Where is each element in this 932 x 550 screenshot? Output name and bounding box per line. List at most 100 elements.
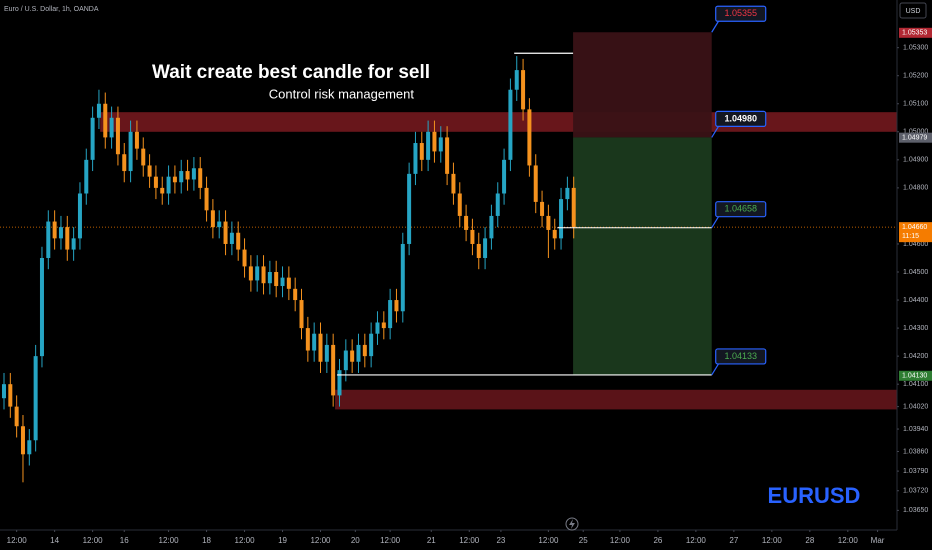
candle-body [324,344,329,362]
x-tick-label: 12:00 [762,536,783,545]
zone [100,112,898,132]
candle-body [58,227,63,239]
y-tick-label: 1.04300 [903,325,928,332]
candle-body [508,89,513,160]
x-tick-label: 12:00 [459,536,480,545]
candle-body [147,165,152,177]
candle-body [65,227,70,250]
candle-body [394,300,399,312]
callout-box [715,5,767,22]
candle-body [179,171,184,183]
candle-body [407,173,412,244]
y-tick-label: 1.04200 [903,353,928,360]
y-tick-label: 1.04800 [903,185,928,192]
plot-area [0,32,898,483]
headline: Wait create best candle for sell [152,62,430,83]
candle-body [115,117,120,155]
candle-body [153,176,158,188]
candle-body [109,117,114,138]
y-tick-label: 1.04500 [903,269,928,276]
price-tag [899,27,932,38]
candle-body [8,384,13,407]
x-tick-label: 12:00 [838,536,859,545]
candle-body [318,333,323,362]
candle-body [489,215,494,239]
x-tick-label: Mar [871,536,885,545]
candle-body [52,221,57,239]
candle-body [204,187,209,211]
candle-body [540,201,545,216]
x-tick-label: 21 [427,536,436,545]
candle-body [261,266,266,284]
candle-body [217,221,222,228]
candle-body [236,232,241,250]
y-tick-label: 1.05300 [903,45,928,52]
price-tag [899,222,932,243]
y-tick-label: 1.05000 [903,129,928,136]
candle-body [432,131,437,152]
price-tag [899,370,932,381]
candle-body [172,176,177,183]
candle-body [546,215,551,230]
callout-label: 1.04980 [724,113,757,123]
x-tick-label: 23 [496,536,505,545]
callout-label: 1.04133 [724,351,757,361]
currency-box[interactable] [899,2,927,19]
replay-icon[interactable] [565,517,579,531]
candle-body [464,215,469,230]
candle-body [445,137,450,174]
x-tick-label: 25 [579,536,588,545]
candle-body [495,193,500,216]
candle-body [210,210,215,228]
y-tick-label: 1.04020 [903,403,928,410]
candle-body [198,168,203,188]
candle-body [122,154,127,172]
candle-body [255,266,260,281]
callout-label: 1.04658 [724,204,757,214]
symbol-watermark: EURUSD [768,483,861,508]
candle-body [565,187,570,200]
candle-body [223,221,228,244]
candle-body [128,131,133,172]
candle-body [267,272,272,284]
x-tick-label: 12:00 [235,536,256,545]
icon-bolt[interactable] [569,519,575,529]
y-tick-label: 1.04600 [903,241,928,248]
x-tick-label: 12:00 [7,536,28,545]
x-tick-label: 28 [805,536,814,545]
candle-body [369,333,374,357]
candle-body [476,243,481,258]
x-tick-label: 18 [202,536,211,545]
candle-body [343,350,348,371]
candle-body [286,277,291,289]
candle-body [191,168,196,180]
y-tick-label: 1.03860 [903,448,928,455]
x-tick-label: 27 [729,536,738,545]
candle-body [419,143,424,160]
reward-box [573,137,712,375]
candle-body [293,288,298,301]
x-tick-label: 12:00 [159,536,180,545]
candle-body [483,238,488,258]
y-tick-label: 1.05200 [903,73,928,80]
symbol-title: Euro / U.S. Dollar, 1h, OANDA [4,6,99,13]
y-tick-label: 1.04900 [903,157,928,164]
x-tick-label: 12:00 [538,536,559,545]
candle-body [71,238,76,250]
x-tick-label: 12:00 [310,536,331,545]
x-tick-label: 19 [278,536,287,545]
candle-body [388,300,393,329]
icon-ring[interactable] [565,517,579,531]
price-tag-label: 1.04979 [902,135,927,142]
currency-label[interactable]: USD [906,8,921,15]
candle-body [514,70,519,90]
candle-body [470,229,475,244]
candle-body [299,300,304,329]
y-tick-label: 1.04400 [903,297,928,304]
x-tick-label: 12:00 [610,536,631,545]
candle-body [84,159,89,194]
candle-body [533,165,538,202]
y-tick-label: 1.03720 [903,488,928,495]
